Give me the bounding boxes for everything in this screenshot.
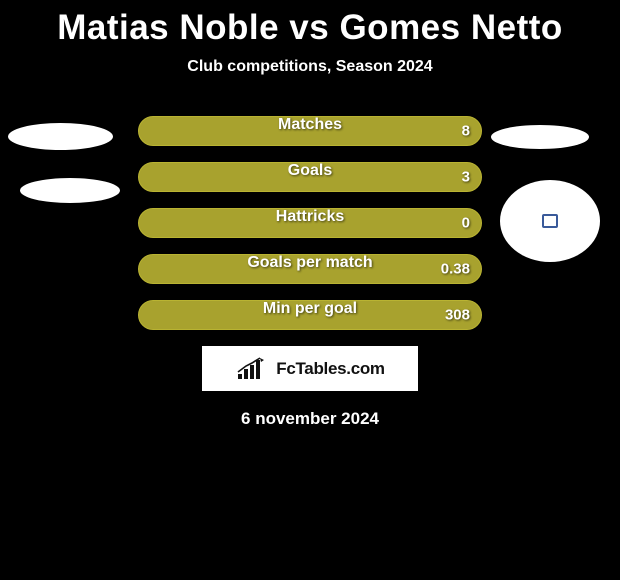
date-text: 6 november 2024 [0,409,620,429]
stat-row: Hattricks 0 [0,208,620,238]
subtitle: Club competitions, Season 2024 [0,58,620,76]
logo-wrap: FcTables.com [0,346,620,391]
stat-value: 8 [462,123,470,140]
logo-text: FcTables.com [276,359,385,379]
bar-wrap: Goals 3 [138,162,482,192]
stats-area: Matches 8 Goals 3 Hattricks 0 Goals per match 0… [0,116,620,330]
bar-chart-icon [235,357,270,381]
stat-label: Matches [278,116,342,134]
fctables-logo: FcTables.com [202,346,418,391]
stat-label: Goals per match [247,254,372,272]
bar-wrap: Hattricks 0 [138,208,482,238]
stat-label: Hattricks [276,208,344,226]
stat-row: Min per goal 308 [0,300,620,330]
stat-row: Goals per match 0.38 [0,254,620,284]
stat-row: Goals 3 [0,162,620,192]
bar-wrap: Min per goal 308 [138,300,482,330]
bar-wrap: Matches 8 [138,116,482,146]
stat-label: Min per goal [263,300,357,318]
bar-wrap: Goals per match 0.38 [138,254,482,284]
page-title: Matias Noble vs Gomes Netto [0,0,620,48]
stat-row: Matches 8 [0,116,620,146]
stat-value: 308 [445,307,470,324]
stat-value: 3 [462,169,470,186]
stat-value: 0 [462,215,470,232]
stat-value: 0.38 [441,261,470,278]
stat-label: Goals [288,162,332,180]
